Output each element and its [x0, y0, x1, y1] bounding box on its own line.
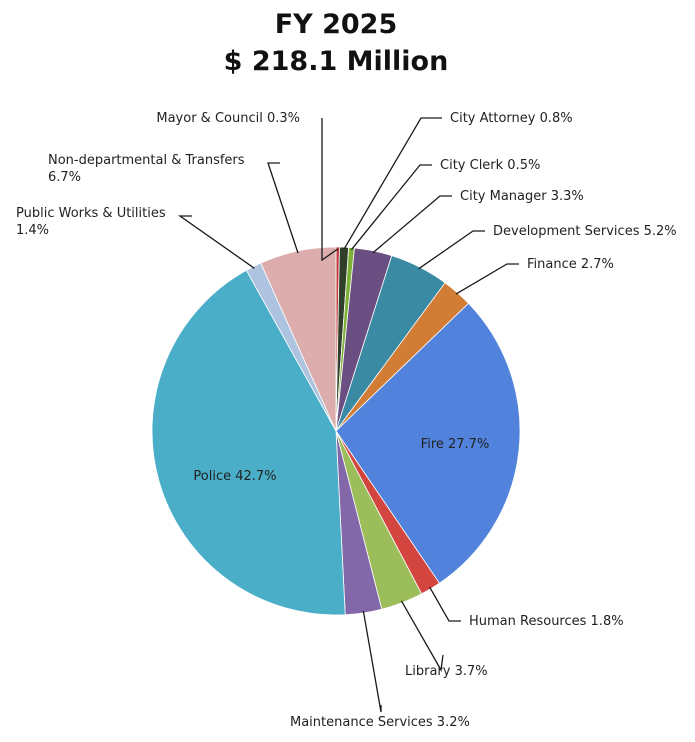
leader-line-maintenance-services	[362, 610, 382, 713]
label-maintenance-services: Maintenance Services 3.2%	[290, 715, 470, 730]
leader-line-human-resources	[429, 586, 461, 622]
label-non-departmental-and-transfers: Non-departmental & Transfers 6.7%	[48, 153, 245, 185]
label-library: Library 3.7%	[405, 664, 488, 679]
chart-subtitle: $ 218.1 Million	[224, 46, 449, 77]
slice-police	[151, 269, 346, 616]
leader-lines	[177, 117, 519, 713]
leader-line-finance	[455, 263, 519, 295]
label-mayor-and-council: Mayor & Council 0.3%	[156, 111, 300, 126]
label-police: Police 42.7%	[193, 469, 276, 484]
label-fire: Fire 27.7%	[421, 437, 490, 452]
leader-line-library	[400, 600, 444, 672]
slice-labels: Mayor & Council 0.3% City Attorney 0.8% Ci…	[16, 111, 677, 730]
label-finance: Finance 2.7%	[527, 257, 614, 272]
label-city-manager: City Manager 3.3%	[460, 189, 584, 204]
leader-line-development-services	[418, 230, 485, 270]
leader-line-non-departmental-and-transfers	[267, 162, 299, 254]
label-city-clerk: City Clerk 0.5%	[440, 158, 540, 173]
label-development-services: Development Services 5.2%	[493, 224, 677, 239]
leader-line-city-manager	[372, 195, 452, 254]
label-city-attorney: City Attorney 0.8%	[450, 111, 573, 126]
leader-line-mayor-and-council	[321, 118, 339, 262]
label-human-resources: Human Resources 1.8%	[469, 614, 624, 629]
label-public-works-and-utilities: Public Works & Utilities 1.4%	[16, 206, 166, 238]
leader-line-city-attorney	[343, 117, 442, 250]
chart-title: FY 2025	[275, 9, 398, 40]
leader-line-city-clerk	[350, 164, 432, 251]
pie-slices	[151, 246, 521, 616]
slice-fire	[335, 302, 521, 584]
leader-line-public-works-and-utilities	[177, 215, 255, 269]
